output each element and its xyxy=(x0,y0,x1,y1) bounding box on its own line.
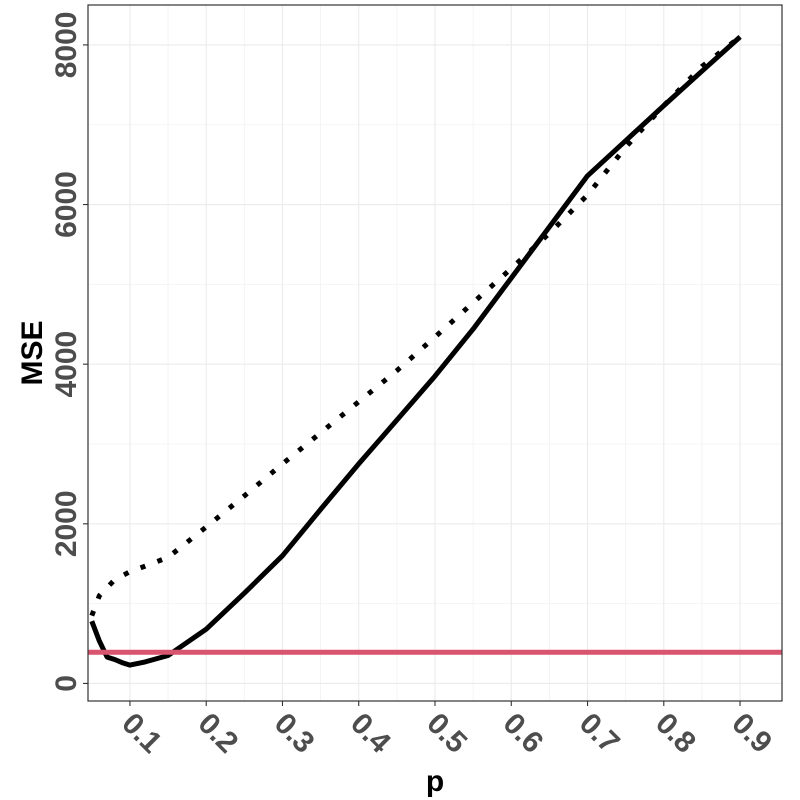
y-tick-label: 0 xyxy=(50,675,83,692)
x-tick-label: 0.9 xyxy=(725,707,778,760)
x-axis-ticks: 0.1 0.2 0.3 0.4 0.5 0.6 0.7 0.8 0.9 xyxy=(115,701,778,760)
x-tick-label: 0.6 xyxy=(497,707,550,760)
y-axis-title: MSE xyxy=(16,320,49,385)
x-tick-label: 0.5 xyxy=(420,707,473,760)
x-tick-label: 0.3 xyxy=(268,707,321,760)
x-tick-label: 0.8 xyxy=(649,707,702,760)
x-tick-label: 0.2 xyxy=(192,707,245,760)
y-tick-label: 2000 xyxy=(50,490,83,557)
y-tick-label: 8000 xyxy=(50,12,83,79)
x-tick-label: 0.1 xyxy=(115,707,168,760)
x-tick-label: 0.4 xyxy=(344,707,397,760)
series-layer xyxy=(88,34,782,668)
y-axis-ticks: 0 2000 4000 6000 8000 xyxy=(50,12,88,692)
y-tick-label: 6000 xyxy=(50,171,83,238)
grid-major xyxy=(88,5,782,701)
x-tick-label: 0.7 xyxy=(573,707,626,760)
y-tick-label: 4000 xyxy=(50,331,83,398)
x-axis-title: p xyxy=(426,765,444,798)
series-line-solid xyxy=(89,35,742,668)
